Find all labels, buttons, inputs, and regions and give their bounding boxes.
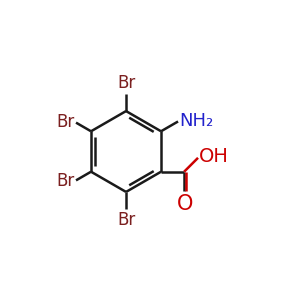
Text: Br: Br	[56, 172, 74, 190]
Text: O: O	[177, 194, 194, 214]
Text: Br: Br	[56, 113, 74, 131]
Text: Br: Br	[117, 74, 135, 92]
Text: NH₂: NH₂	[179, 112, 213, 130]
Text: Br: Br	[117, 211, 135, 229]
Text: OH: OH	[199, 147, 229, 166]
